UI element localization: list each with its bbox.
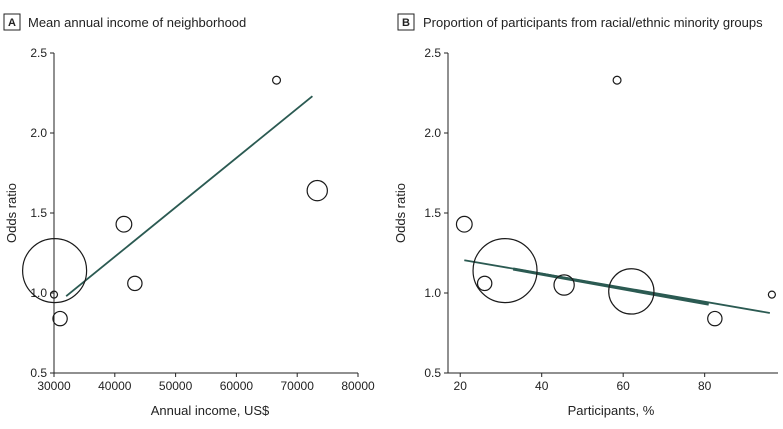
x-tick-label: 60 <box>617 379 631 393</box>
panel-b-fit-lines <box>464 259 771 314</box>
y-tick-label: 2.5 <box>30 46 47 60</box>
panel-b: B Proportion of participants from racial… <box>393 13 778 418</box>
y-tick-label: 1.0 <box>30 286 47 300</box>
panel-a-x-label: Annual income, US$ <box>151 403 270 418</box>
x-tick-label: 80000 <box>341 379 375 393</box>
panel-a-y-ticks: 0.5 1.0 1.5 2.0 2.5 <box>30 46 54 380</box>
y-tick-label: 2.5 <box>424 46 441 60</box>
panel-a-fit-lines <box>65 95 313 297</box>
panel-b-x-ticks: 20 40 60 80 <box>454 373 712 393</box>
study-bubble <box>455 215 473 233</box>
study-bubble <box>127 275 143 292</box>
panel-b-letter: B <box>402 17 410 29</box>
y-tick-label: 0.5 <box>424 366 441 380</box>
study-bubble <box>608 268 655 315</box>
panel-a: A Mean annual income of neighborhood 0.5… <box>3 13 375 418</box>
x-tick-label: 30000 <box>37 379 71 393</box>
panel-a-title: Mean annual income of neighborhood <box>28 15 246 30</box>
panel-a-points <box>22 75 328 327</box>
study-bubble <box>272 75 282 85</box>
x-tick-label: 20 <box>454 379 468 393</box>
x-tick-label: 40 <box>535 379 549 393</box>
study-bubble <box>306 179 328 202</box>
x-tick-label: 70000 <box>281 379 315 393</box>
y-tick-label: 1.0 <box>424 286 441 300</box>
study-bubble <box>767 290 776 299</box>
panel-a-y-label: Odds ratio <box>4 183 19 243</box>
panel-b-x-label: Participants, % <box>568 403 655 418</box>
panel-a-x-ticks: 30000 40000 50000 60000 70000 80000 <box>37 373 375 393</box>
panel-b-title: Proportion of participants from racial/e… <box>423 15 763 30</box>
x-tick-label: 40000 <box>98 379 132 393</box>
x-tick-label: 80 <box>698 379 712 393</box>
panel-b-y-ticks: 0.5 1.0 1.5 2.0 2.5 <box>424 46 448 380</box>
y-tick-label: 0.5 <box>30 366 47 380</box>
study-bubble <box>476 275 493 292</box>
study-bubble <box>553 274 575 296</box>
panel-b-letter-box <box>397 13 415 31</box>
y-tick-label: 1.5 <box>424 206 441 220</box>
regression-line <box>65 95 313 297</box>
panel-a-letter-box <box>3 13 21 31</box>
study-bubble <box>22 238 88 304</box>
panel-a-letter: A <box>8 17 16 29</box>
study-bubble <box>472 238 538 304</box>
y-tick-label: 1.5 <box>30 206 47 220</box>
y-tick-label: 2.0 <box>424 126 441 140</box>
study-bubble <box>115 215 133 233</box>
study-bubble <box>707 310 723 327</box>
regression-line <box>512 267 710 306</box>
panel-b-y-label: Odds ratio <box>393 183 408 243</box>
study-bubble <box>612 75 622 85</box>
panel-b-points <box>455 75 776 327</box>
x-tick-label: 50000 <box>159 379 193 393</box>
study-bubble <box>52 310 68 327</box>
x-tick-label: 60000 <box>220 379 254 393</box>
y-tick-label: 2.0 <box>30 126 47 140</box>
study-bubble <box>49 290 59 299</box>
